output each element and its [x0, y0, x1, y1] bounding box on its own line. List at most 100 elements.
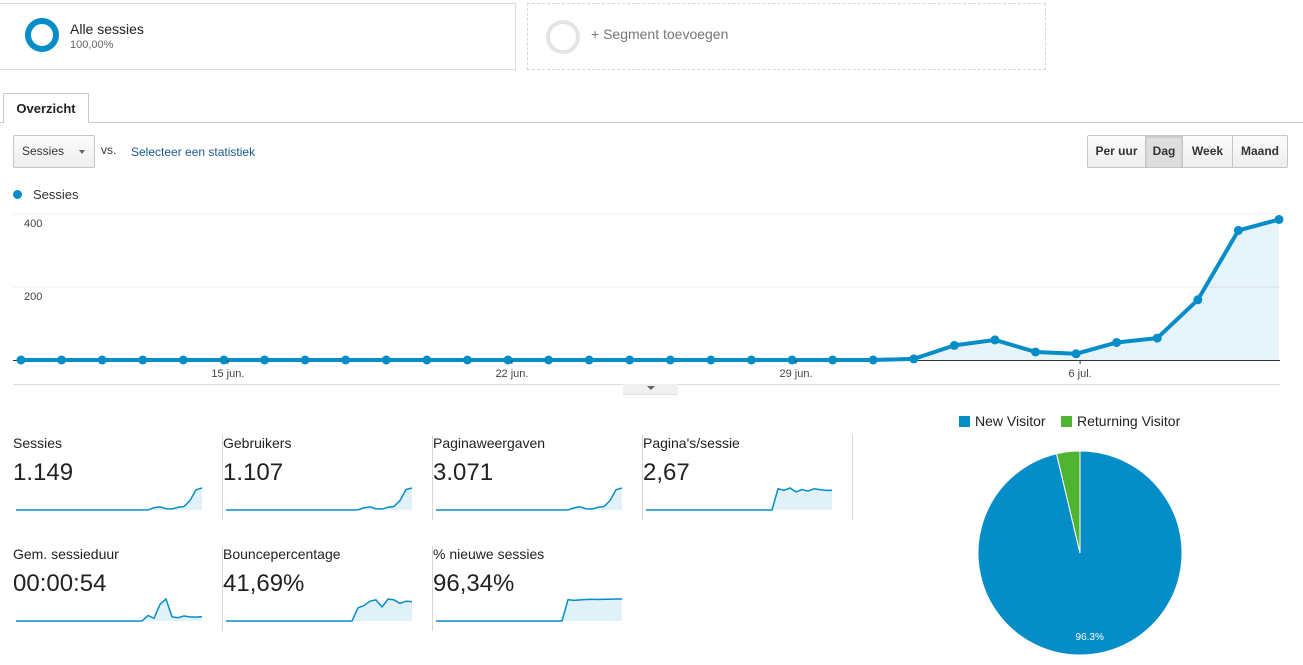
- data-point: [544, 355, 554, 365]
- sparkline-area: [436, 488, 622, 510]
- series-area: [21, 219, 1279, 360]
- scorecard-value: 3.071: [433, 459, 494, 486]
- vs-label: vs.: [101, 143, 117, 157]
- sparkline-line: [226, 598, 413, 622]
- sparkline: [646, 487, 832, 511]
- x-tick-label: 22 jun.: [495, 368, 528, 380]
- data-point: [584, 355, 594, 365]
- data-point: [949, 340, 959, 350]
- scorecard-value: 1.107: [223, 459, 284, 486]
- legend-returning-visitor[interactable]: Returning Visitor: [1077, 413, 1181, 429]
- sparkline-line: [226, 487, 413, 511]
- scorecard-bounce-rate[interactable]: Bouncepercentage 41,69%: [223, 546, 433, 631]
- x-tick-label: 29 jun.: [780, 368, 813, 380]
- segment-percentage: 100,00%: [70, 39, 114, 51]
- x-tick-label: 6 jul.: [1068, 368, 1091, 380]
- sparkline: [436, 487, 623, 511]
- scorecard-label: Paginaweergaven: [433, 435, 546, 451]
- pie-slice-returning-visitor: [1055, 450, 1081, 554]
- segment-name: Alle sessies: [70, 21, 144, 37]
- data-point: [1031, 347, 1041, 357]
- sparkline-area: [226, 488, 412, 510]
- week-button[interactable]: Week: [1183, 135, 1233, 168]
- data-point: [1112, 337, 1122, 347]
- scorecard-value: 2,67: [643, 459, 690, 486]
- sparkline-line: [16, 597, 203, 622]
- data-point: [625, 355, 635, 365]
- data-point: [219, 355, 229, 365]
- sparkline-area: [436, 599, 622, 621]
- sparkline-line: [436, 487, 623, 511]
- add-segment-label: + Segment toevoegen: [591, 26, 729, 42]
- per-hour-button[interactable]: Per uur: [1087, 135, 1146, 168]
- sparkline-line: [436, 598, 622, 622]
- legend-swatch-new-visitor: [959, 416, 970, 427]
- legend-marker: [13, 190, 22, 199]
- data-point: [97, 355, 107, 365]
- data-point: [706, 355, 716, 365]
- segment-all-sessions[interactable]: Alle sessies 100,00%: [0, 3, 516, 70]
- scorecard-label: % nieuwe sessies: [433, 546, 545, 562]
- data-point: [1071, 349, 1081, 359]
- data-point: [178, 355, 188, 365]
- sparkline: [226, 598, 413, 622]
- day-button[interactable]: Dag: [1146, 135, 1183, 168]
- series-line-sessies: [21, 217, 1280, 362]
- chevron-down-icon: [79, 150, 85, 154]
- scorecard-sessions[interactable]: Sessies 1.149: [13, 435, 223, 520]
- legend-swatch-returning-visitor: [1061, 416, 1072, 427]
- data-point: [16, 355, 26, 365]
- sparkline-area: [16, 488, 202, 510]
- sparkline: [16, 487, 203, 511]
- data-point: [462, 355, 472, 365]
- scorecard-pages-per-session[interactable]: Pagina's/sessie 2,67: [643, 435, 853, 520]
- data-point: [990, 335, 1000, 345]
- sparkline-line: [646, 487, 832, 511]
- sparkline-area: [646, 488, 832, 510]
- x-tick-label: 15 jun.: [211, 368, 244, 380]
- metric-dropdown-value: Sessies: [22, 144, 65, 158]
- y-tick-label: 400: [24, 218, 42, 230]
- tab-overview[interactable]: Overzicht: [3, 93, 89, 123]
- y-tick-label: 200: [24, 291, 42, 303]
- data-point: [503, 355, 513, 365]
- month-button[interactable]: Maand: [1233, 135, 1288, 168]
- empty-segment-icon: [546, 20, 580, 54]
- data-point: [828, 355, 838, 365]
- time-granularity-buttons: Per uur Dag Week Maand: [1087, 135, 1288, 168]
- data-point: [1233, 225, 1243, 235]
- chart-collapse-handle[interactable]: [623, 384, 678, 395]
- select-metric-link[interactable]: Selecteer een statistiek: [131, 145, 256, 159]
- data-point: [746, 355, 756, 365]
- data-point: [422, 355, 432, 365]
- legend-label[interactable]: Sessies: [33, 187, 79, 202]
- scorecard-label: Gem. sessieduur: [13, 546, 119, 562]
- metric-dropdown[interactable]: Sessies: [13, 135, 95, 168]
- data-point: [1193, 295, 1203, 305]
- scorecard-users[interactable]: Gebruikers 1.107: [223, 435, 433, 520]
- data-point: [868, 355, 878, 365]
- add-segment-button[interactable]: + Segment toevoegen: [527, 3, 1046, 70]
- visitor-type-pie-chart[interactable]: 96.3%: [975, 448, 1185, 658]
- data-point: [300, 355, 310, 365]
- scorecard-new-sessions[interactable]: % nieuwe sessies 96,34%: [433, 546, 643, 631]
- pie-slice-label: 96.3%: [1076, 632, 1104, 643]
- scorecard-label: Gebruikers: [223, 435, 292, 451]
- sessions-line-chart[interactable]: 400 200 15 jun. 22 jun. 29 jun. 6 jul.: [0, 205, 1303, 385]
- tab-divider: [0, 122, 1303, 123]
- scorecard-value: 41,69%: [223, 570, 305, 597]
- scorecard-label: Bouncepercentage: [223, 546, 341, 562]
- sparkline: [226, 487, 413, 511]
- sparkline-line: [16, 487, 203, 511]
- scorecard-pageviews[interactable]: Paginaweergaven 3.071: [433, 435, 643, 520]
- data-point: [381, 355, 391, 365]
- scorecard-label: Pagina's/sessie: [643, 435, 740, 451]
- data-point: [259, 355, 269, 365]
- scorecard-value: 96,34%: [433, 570, 515, 597]
- scorecard-label: Sessies: [13, 435, 63, 451]
- scorecard-avg-session-duration[interactable]: Gem. sessieduur 00:00:54: [13, 546, 223, 631]
- sparkline-area: [226, 599, 412, 621]
- data-point: [665, 355, 675, 365]
- data-point: [57, 355, 67, 365]
- legend-new-visitor[interactable]: New Visitor: [975, 413, 1046, 429]
